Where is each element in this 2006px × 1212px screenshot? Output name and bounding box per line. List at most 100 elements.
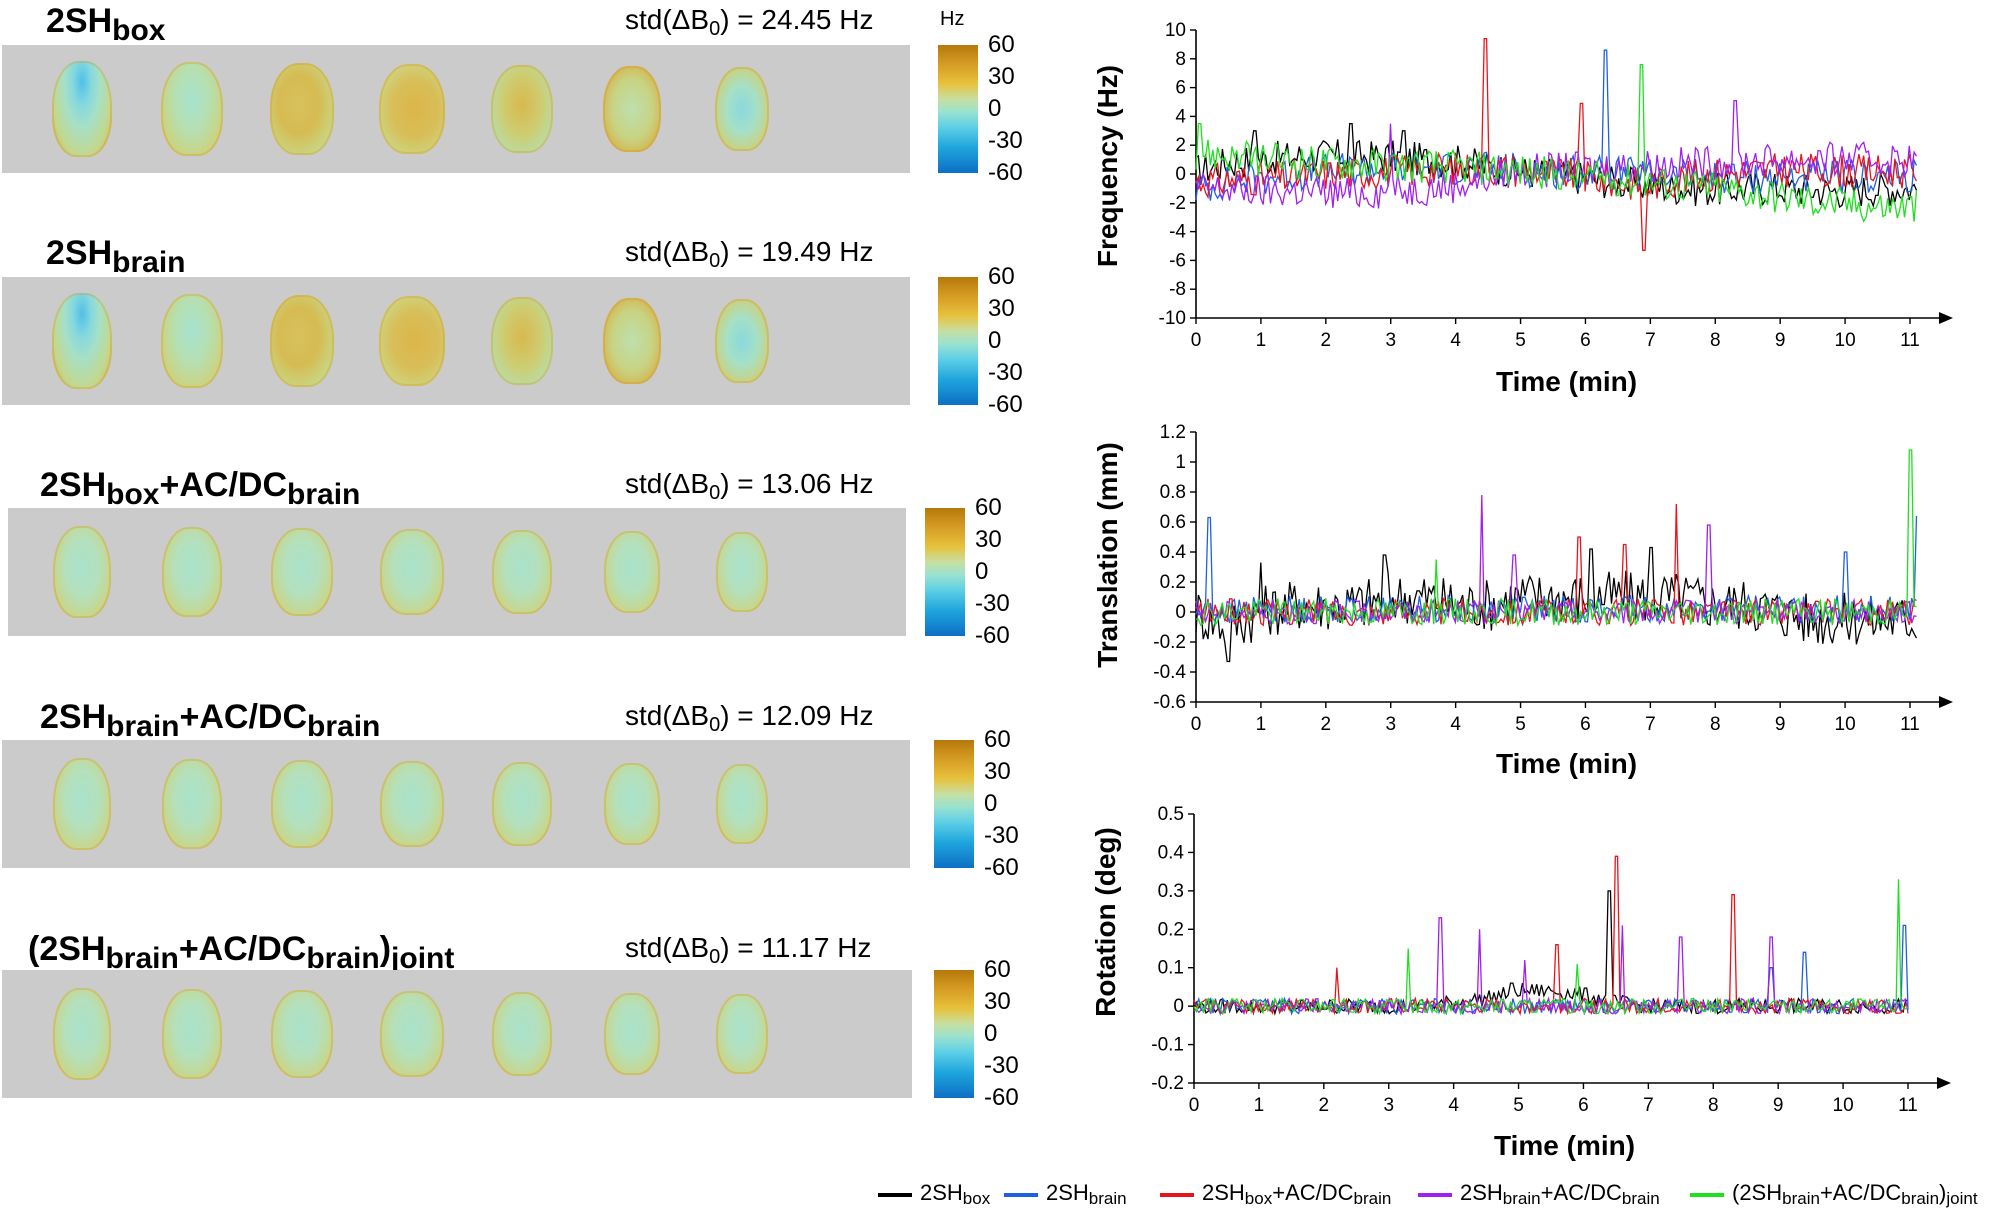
y-tick-label: -10	[1159, 308, 1186, 329]
title-main: 2SH	[40, 698, 107, 736]
y-tick-label: -0.2	[1151, 1073, 1184, 1094]
y-tick-label: 2	[1175, 135, 1186, 156]
legend-entry-1: 2SHbox	[878, 1180, 990, 1209]
y-tick-label: 0.2	[1160, 572, 1186, 593]
y-tick-label: 0.4	[1160, 542, 1187, 563]
x-axis-label: Time (min)	[1494, 1130, 1636, 1161]
legend-label: 2SHbox+AC/DCbrain	[1202, 1180, 1391, 1209]
brain-slice	[270, 63, 334, 155]
legend-label: (2SHbrain+AC/DCbrain)joint	[1732, 1180, 1978, 1209]
colorbar-tick-label: -30	[984, 822, 1019, 849]
y-tick-label: 0.8	[1160, 482, 1186, 503]
std-readout-2: std(ΔB0) = 19.49 Hz	[625, 236, 874, 273]
brain-slice	[53, 988, 111, 1080]
x-axis-arrow	[1938, 696, 1953, 708]
brain-slice	[379, 64, 445, 154]
brain-slice	[604, 531, 660, 613]
colorbar-unit-label: Hz	[940, 8, 965, 30]
x-tick-label: 2	[1321, 330, 1332, 351]
colorbar-tick-label: 0	[988, 327, 1002, 354]
legend-label: 2SHbox	[920, 1180, 990, 1209]
std-readout-3: std(ΔB0) = 13.06 Hz	[625, 468, 874, 505]
brain-slice	[491, 65, 553, 153]
colorbar-1	[938, 45, 978, 173]
series-line-5	[1193, 879, 1909, 1016]
brain-slice	[53, 758, 111, 850]
brain-slice	[162, 759, 222, 849]
std-subscript: 0	[709, 18, 721, 40]
std-prefix: std(ΔB	[625, 932, 710, 963]
brain-slice	[603, 298, 661, 384]
colorbar-tick-label: 60	[975, 494, 1002, 521]
field-map-strip-4	[2, 740, 910, 868]
y-tick-label: -0.6	[1153, 692, 1186, 713]
field-map-strip-1	[2, 45, 910, 173]
x-tick-label: 8	[1708, 1095, 1719, 1116]
legend-swatch	[1418, 1192, 1452, 1197]
colorbar-tick-label: 30	[975, 526, 1002, 553]
legend-post: )	[1939, 1180, 1947, 1205]
legend-subscript: box	[962, 1189, 991, 1208]
x-tick-label: 8	[1710, 330, 1721, 351]
brain-slice	[491, 297, 553, 385]
legend-tail: +AC/DC	[1272, 1180, 1354, 1205]
std-readout-5: std(ΔB0) = 11.17 Hz	[625, 932, 871, 969]
x-tick-label: 6	[1580, 330, 1591, 351]
legend-swatch	[1160, 1192, 1194, 1197]
panel-title-1: 2SHbox	[46, 2, 165, 48]
title-main: 2SH	[46, 2, 113, 40]
y-tick-label: -0.4	[1153, 662, 1186, 683]
x-tick-label: 0	[1191, 714, 1202, 735]
x-tick-label: 9	[1773, 1095, 1784, 1116]
brain-slice	[604, 993, 660, 1075]
x-axis-arrow	[1938, 312, 1953, 324]
brain-slice	[492, 762, 552, 846]
std-value: ) = 19.49 Hz	[720, 236, 874, 267]
title-subscript-2: brain	[287, 478, 361, 511]
colorbar-5	[934, 970, 974, 1098]
std-subscript: 0	[709, 946, 721, 968]
panel-title-5: (2SHbrain+AC/DCbrain)joint	[28, 930, 454, 976]
y-tick-label: -2	[1169, 193, 1186, 214]
brain-slice	[380, 991, 444, 1077]
title-subscript: brain	[106, 710, 180, 743]
series-line-4	[1193, 917, 1909, 1017]
x-axis-label: Time (min)	[1496, 748, 1638, 779]
y-tick-label: 6	[1175, 78, 1186, 99]
colorbar-tick-label: -30	[988, 359, 1023, 386]
brain-slice	[271, 990, 333, 1078]
std-readout-4: std(ΔB0) = 12.09 Hz	[625, 700, 874, 737]
brain-slice	[162, 989, 222, 1079]
std-prefix: std(ΔB	[625, 700, 710, 731]
series-line-2	[1195, 49, 1918, 202]
y-tick-label: 0	[1175, 602, 1186, 623]
series-line-3	[1195, 503, 1917, 627]
legend-subscript: brain	[1502, 1189, 1541, 1208]
y-axis-label: Rotation (deg)	[1090, 827, 1121, 1017]
colorbar-tick-label: -30	[988, 127, 1023, 154]
brain-slice	[380, 761, 444, 847]
panel-title-4: 2SHbrain+AC/DCbrain	[40, 698, 380, 744]
legend-main: 2SH	[1202, 1180, 1245, 1205]
title-subscript-3: joint	[391, 942, 455, 975]
y-tick-label: 4	[1175, 106, 1186, 127]
legend-entry-2: 2SHbrain	[1004, 1180, 1127, 1209]
brain-slice	[715, 67, 769, 151]
brain-slice	[270, 295, 334, 387]
title-subscript: brain	[112, 246, 186, 279]
brain-slice	[492, 992, 552, 1076]
x-tick-label: 11	[1898, 1095, 1918, 1116]
legend-main: 2SH	[1460, 1180, 1503, 1205]
legend-entry-4: 2SHbrain+AC/DCbrain	[1418, 1180, 1660, 1209]
colorbar-tick-label: -30	[984, 1052, 1019, 1079]
colorbar-tick-label: -60	[988, 391, 1023, 418]
x-tick-label: 1	[1256, 330, 1267, 351]
brain-slice	[161, 294, 223, 388]
x-tick-label: 8	[1710, 714, 1721, 735]
brain-slice	[604, 763, 660, 845]
legend-swatch	[1690, 1192, 1724, 1197]
legend-subscript-3: joint	[1946, 1189, 1978, 1208]
legend-subscript: brain	[1088, 1189, 1127, 1208]
brain-slice	[379, 296, 445, 386]
legend-entry-3: 2SHbox+AC/DCbrain	[1160, 1180, 1391, 1209]
